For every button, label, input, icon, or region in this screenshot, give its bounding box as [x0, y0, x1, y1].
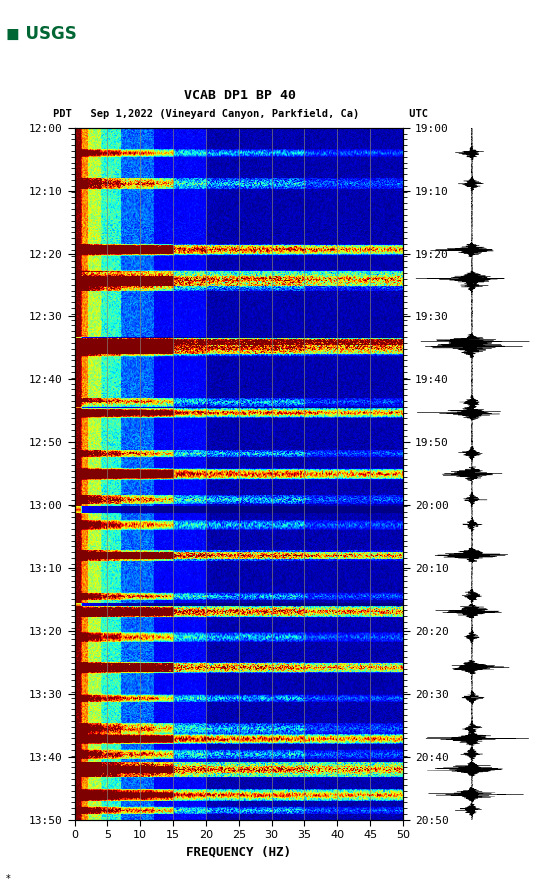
- X-axis label: FREQUENCY (HZ): FREQUENCY (HZ): [186, 846, 291, 859]
- Text: VCAB DP1 BP 40: VCAB DP1 BP 40: [184, 89, 296, 102]
- Text: *: *: [6, 874, 10, 884]
- Text: PDT   Sep 1,2022 (Vineyard Canyon, Parkfield, Ca)        UTC: PDT Sep 1,2022 (Vineyard Canyon, Parkfie…: [52, 109, 428, 120]
- Text: ◼ USGS: ◼ USGS: [6, 25, 76, 43]
